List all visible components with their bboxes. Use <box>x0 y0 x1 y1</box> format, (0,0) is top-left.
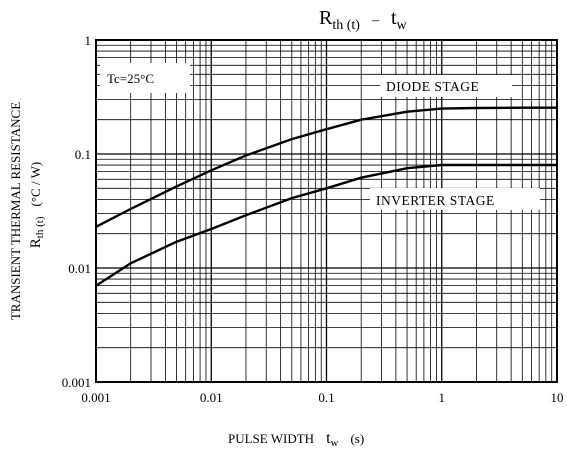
series-label-inverter: INVERTER STAGE <box>376 193 495 208</box>
chart-title: Rth (t) – tw <box>319 7 408 33</box>
x-tick-label: 0.001 <box>81 390 110 405</box>
x-axis-label: PULSE WIDTH tw (s) <box>228 430 364 449</box>
x-tick-label: 10 <box>551 390 564 405</box>
title-main: R <box>319 7 333 29</box>
y-axis-label-line2: Rth (t) (°C / W) <box>28 162 46 248</box>
x-tick-labels: 0.001 0.01 0.1 1 10 <box>81 390 563 405</box>
series-label-diode: DIODE STAGE <box>386 79 479 94</box>
y-tick-label: 1 <box>85 33 92 48</box>
y-axis-label-sym-sub: th (t) <box>34 216 46 238</box>
y-tick-label: 0.001 <box>62 375 91 390</box>
y-axis-label-sym: R <box>28 238 44 248</box>
y-tick-label: 0.1 <box>75 147 91 162</box>
y-tick-label: 0.01 <box>68 261 91 276</box>
title-main-sub: th (t) <box>332 18 360 33</box>
title-right-sub: w <box>397 18 408 33</box>
x-tick-label: 0.01 <box>200 390 223 405</box>
title-dash: – <box>371 13 380 28</box>
y-tick-labels: 0.001 0.01 0.1 1 <box>62 33 91 390</box>
y-axis-label-line1: TRANSIENT THERMAL RESISTANCE <box>8 102 23 320</box>
condition-label: Tc=25°C <box>107 71 154 86</box>
x-axis-label-main: PULSE WIDTH <box>228 431 314 446</box>
y-axis-label-unit: (°C / W) <box>28 162 43 207</box>
x-axis-label-sym-sub: w <box>331 437 339 449</box>
x-tick-label: 1 <box>439 390 446 405</box>
x-axis-label-unit: (s) <box>350 431 364 446</box>
x-tick-label: 0.1 <box>318 390 334 405</box>
